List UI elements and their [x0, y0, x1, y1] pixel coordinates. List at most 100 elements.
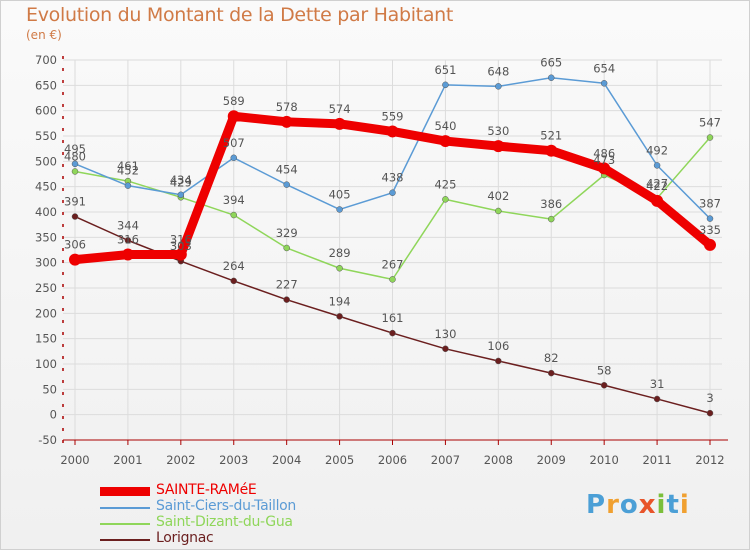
data-point [653, 395, 661, 403]
x-tick-label: 2007 [431, 453, 460, 467]
data-label: 316 [170, 233, 192, 247]
data-label: 547 [699, 116, 721, 130]
data-label: 386 [540, 197, 562, 211]
data-point [227, 110, 240, 123]
data-label: 429 [170, 175, 192, 189]
data-label: 454 [276, 163, 298, 177]
data-point [283, 296, 290, 303]
legend-label: SAINTE-RAMéE [156, 482, 257, 498]
y-tick-label: -50 [38, 433, 57, 447]
logo-letter: x [638, 490, 657, 520]
data-label: 58 [597, 363, 612, 377]
data-point [495, 207, 502, 215]
line-chart: -50 0 50 100 150 200 250 300 350 400 450 500 550 600 6… [35, 53, 728, 467]
data-label: 267 [382, 257, 404, 271]
data-label: 82 [544, 351, 559, 365]
data-point [706, 409, 714, 417]
data-label: 427 [646, 176, 668, 190]
data-label: 473 [593, 153, 615, 167]
data-label: 391 [64, 195, 86, 209]
y-tick-label: 0 [50, 408, 57, 422]
data-label: 387 [699, 197, 721, 211]
x-tick-label: 2006 [378, 453, 407, 467]
y-tick-label: 350 [35, 230, 57, 244]
data-point [389, 276, 396, 283]
data-point [442, 196, 449, 203]
data-label: 480 [64, 149, 86, 163]
data-label: 394 [223, 193, 245, 207]
data-point [704, 238, 716, 251]
data-point [177, 191, 185, 199]
data-point [439, 135, 452, 148]
legend-label: Saint-Ciers-du-Taillon [156, 498, 296, 514]
data-label: 3 [706, 391, 713, 405]
logo-letter: P [586, 490, 607, 520]
data-point [124, 237, 132, 244]
data-point [71, 168, 79, 175]
data-point [124, 182, 132, 189]
data-label: 306 [64, 238, 86, 252]
series-saint-dizant-du-gua [71, 134, 714, 283]
y-tick-label: 550 [35, 129, 57, 143]
data-point [600, 80, 608, 87]
x-tick-label: 2012 [695, 453, 724, 467]
x-tick-label: 2009 [537, 453, 566, 467]
data-label: 264 [223, 259, 245, 273]
data-point [653, 162, 661, 169]
x-tick-label: 2000 [60, 453, 89, 467]
data-label: 492 [646, 143, 668, 157]
logo-letter: o [619, 490, 639, 520]
data-label: 329 [276, 226, 298, 240]
data-point [492, 140, 505, 153]
data-point [651, 194, 664, 207]
data-point [230, 211, 237, 219]
x-tick-label: 2008 [484, 453, 513, 467]
x-tick-label: 2004 [272, 453, 301, 467]
data-label: 194 [329, 294, 351, 308]
data-point [230, 277, 237, 285]
series-saint-ciers-du-taillon [71, 74, 714, 222]
legend-swatch [100, 539, 150, 541]
data-point [283, 244, 290, 252]
data-label: 495 [64, 142, 86, 156]
data-label: 425 [434, 177, 456, 191]
x-tick-label: 2005 [325, 453, 354, 467]
data-point [336, 313, 343, 320]
x-tick-label: 2003 [219, 453, 248, 467]
data-label: 434 [170, 173, 192, 187]
data-label: 452 [117, 164, 139, 178]
y-tick-label: 500 [35, 154, 57, 168]
data-point [548, 215, 555, 223]
data-point [336, 264, 343, 272]
data-point [548, 369, 555, 377]
data-label: 303 [170, 239, 192, 253]
data-label: 654 [593, 61, 615, 75]
data-point [442, 81, 449, 89]
logo-letter: i [679, 490, 690, 520]
data-label: 335 [699, 223, 721, 237]
data-label: 665 [540, 56, 562, 70]
data-point [333, 117, 346, 130]
y-tick-label: 300 [35, 256, 57, 270]
data-point [71, 213, 79, 220]
y-tick-label: 650 [35, 78, 57, 92]
y-tick-label: 600 [35, 104, 57, 118]
data-point [389, 189, 396, 196]
data-label: 402 [487, 189, 509, 203]
data-label: 161 [382, 311, 404, 325]
data-label: 521 [540, 129, 562, 143]
data-point [706, 215, 714, 222]
data-label: 530 [487, 124, 509, 138]
legend-swatch [100, 487, 150, 496]
logo-letter: r [606, 490, 620, 520]
y-tick-label: 100 [35, 357, 57, 371]
series-lorignac [71, 213, 714, 417]
legend-swatch [100, 523, 150, 525]
x-tick-label: 2002 [166, 453, 195, 467]
y-tick-label: 400 [35, 205, 57, 219]
data-label: 227 [276, 278, 298, 292]
data-point [174, 248, 187, 261]
x-tick-label: 2001 [113, 453, 142, 467]
data-point [706, 134, 714, 141]
legend-swatch [100, 507, 150, 509]
